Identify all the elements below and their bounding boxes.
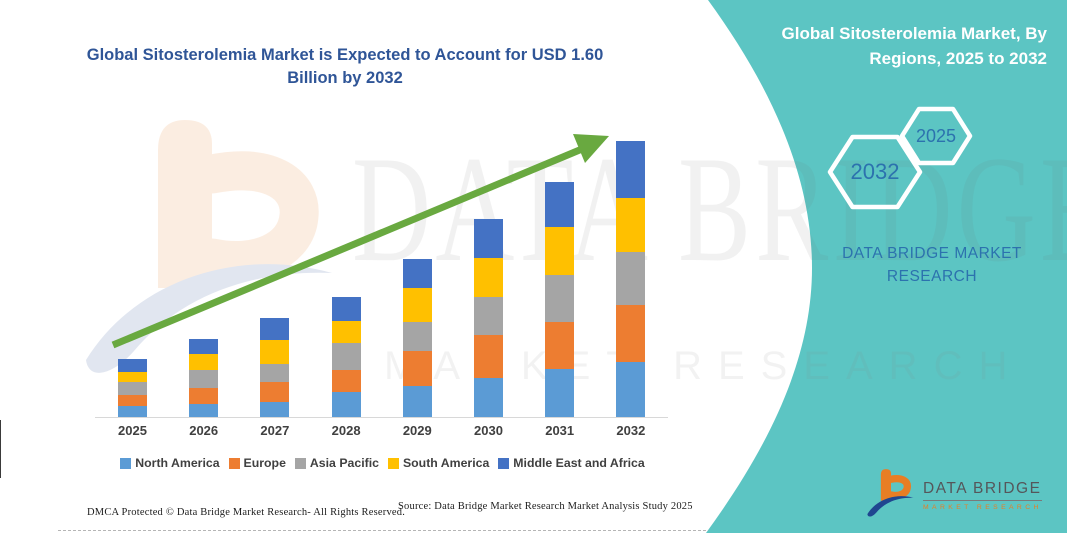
chart-legend: North America Europe Asia Pacific South Ame… (90, 456, 675, 470)
bottom-dashed-line (58, 530, 706, 531)
bar-2031 (545, 181, 575, 417)
x-axis-label-2028: 2028 (331, 423, 361, 438)
bar-segment-2028-north-america (331, 391, 361, 417)
legend-item-middle-east-and-africa: Middle East and Africa (498, 456, 645, 470)
bar-2030 (474, 219, 503, 417)
bar-segment-2031-north-america (545, 369, 575, 417)
logo-divider (923, 500, 1042, 501)
bar-segment-2032-asia-pacific (616, 252, 646, 306)
bar-segment-2026-europe (189, 387, 219, 405)
bar-segment-2027-north-america (260, 402, 290, 417)
logo-tagline: MARKET RESEARCH (923, 504, 1042, 511)
legend-label: Europe (243, 456, 286, 470)
bar-segment-2032-south-america (616, 197, 646, 253)
panel-title: Global Sitosterolemia Market, By Regions… (781, 24, 1047, 68)
bar-segment-2030-north-america (474, 377, 503, 417)
legend-swatch (294, 457, 306, 469)
bar-2027 (260, 317, 290, 417)
bar-2032 (616, 141, 646, 417)
bar-segment-2031-europe (545, 321, 575, 370)
bar-segment-2027-middle-east-and-africa (260, 317, 290, 340)
legend-label: North America (135, 456, 220, 470)
bar-segment-2025-north-america (118, 406, 147, 417)
bar-segment-2029-asia-pacific (402, 321, 432, 352)
legend-label: Asia Pacific (309, 456, 379, 470)
bar-segment-2025-europe (118, 395, 147, 407)
brand-name: DATA BRIDGE MARKET RESEARCH (842, 245, 1022, 285)
legend-swatch (120, 457, 132, 469)
bar-2025 (118, 359, 147, 417)
bar-2028 (331, 296, 361, 417)
bar-segment-2028-middle-east-and-africa (331, 296, 361, 321)
x-axis-label-2029: 2029 (402, 423, 432, 438)
left-edge-line (0, 420, 1, 478)
bar-segment-2031-asia-pacific (545, 275, 575, 322)
bar-2029 (402, 258, 432, 417)
bar-segment-2032-middle-east-and-africa (616, 141, 646, 198)
dbmr-logo-mark (867, 469, 914, 517)
bar-segment-2030-middle-east-and-africa (474, 219, 503, 259)
legend-label: South America (402, 456, 490, 470)
x-axis-label-2032: 2032 (616, 423, 646, 438)
legend-item-asia-pacific: Asia Pacific (294, 456, 379, 470)
chart-title: Global Sitosterolemia Market is Expected… (86, 46, 604, 87)
bar-2026 (189, 339, 219, 417)
bar-segment-2029-europe (402, 351, 432, 387)
bar-segment-2028-south-america (331, 320, 361, 344)
bar-segment-2026-north-america (189, 404, 219, 417)
bar-segment-2032-europe (616, 305, 646, 362)
dmca-notice: DMCA Protected © Data Bridge Market Rese… (87, 507, 406, 518)
bar-segment-2026-middle-east-and-africa (189, 339, 219, 355)
legend-swatch (387, 457, 399, 469)
bar-segment-2028-europe (331, 370, 361, 392)
bar-segment-2026-south-america (189, 354, 219, 371)
legend-item-south-america: South America (387, 456, 490, 470)
bar-segment-2027-europe (260, 382, 290, 403)
bar-segment-2030-south-america (474, 258, 503, 297)
bar-segment-2028-asia-pacific (331, 343, 361, 371)
bar-segment-2029-south-america (402, 287, 432, 322)
bar-segment-2027-asia-pacific (260, 363, 290, 383)
source-note: Source: Data Bridge Market Research Mark… (398, 501, 693, 512)
bar-segment-2029-middle-east-and-africa (402, 258, 432, 288)
footer-logo: DATA BRIDGE MARKET RESEARCH (866, 468, 1042, 522)
x-axis-label-2025: 2025 (118, 423, 147, 438)
legend-label: Middle East and Africa (513, 456, 645, 470)
bar-segment-2030-europe (474, 335, 503, 378)
bar-segment-2027-south-america (260, 339, 290, 364)
bar-segment-2031-middle-east-and-africa (545, 181, 575, 228)
bar-segment-2030-asia-pacific (474, 296, 503, 336)
x-axis-label-2027: 2027 (260, 423, 290, 438)
x-axis-line (95, 417, 668, 418)
x-axis-label-2031: 2031 (545, 423, 575, 438)
legend-item-north-america: North America (120, 456, 220, 470)
bar-segment-2025-middle-east-and-africa (118, 359, 147, 372)
bar-segment-2026-asia-pacific (189, 370, 219, 388)
bar-segment-2025-south-america (118, 371, 147, 382)
legend-swatch (228, 457, 240, 469)
bar-segment-2031-south-america (545, 227, 575, 276)
legend-swatch (498, 457, 510, 469)
bar-segment-2029-north-america (402, 386, 432, 417)
bar-segment-2032-north-america (616, 361, 646, 417)
bar-segment-2025-asia-pacific (118, 381, 147, 396)
logo-name: DATA BRIDGE (923, 480, 1042, 497)
x-axis-label-2030: 2030 (474, 423, 503, 438)
legend-item-europe: Europe (228, 456, 286, 470)
x-axis-label-2026: 2026 (189, 423, 219, 438)
